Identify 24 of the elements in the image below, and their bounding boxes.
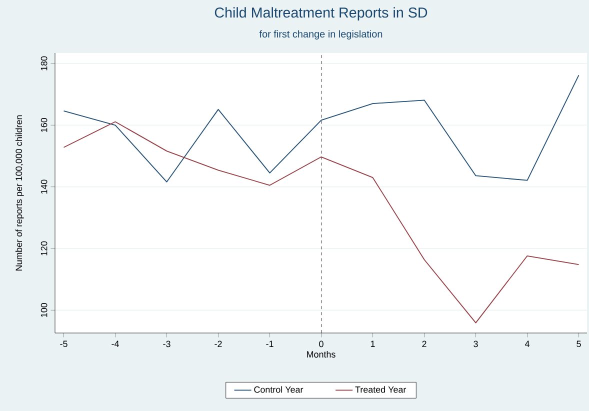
x-tick-label: 1 [370,340,375,347]
x-tick-label: 2 [422,340,426,348]
x-tick-label: -4 [112,340,119,347]
y-tick-label: 100 [40,303,48,317]
line-series [63,121,580,324]
x-tick-label: 5 [576,340,581,348]
y-tick-label: 180 [40,56,48,70]
y-tick-label: 120 [40,241,48,256]
y-tick-label: 160 [40,118,48,132]
x-tick-label: 0 [319,340,324,348]
legend-label: Treated Year [355,386,406,393]
y-axis-title: Number of reports per 100,000 children [15,115,24,271]
legend-label: Control Year [254,386,304,393]
x-tick-label: -5 [60,340,68,348]
chart-title: Child Maltreatment Reports in SD [214,7,428,21]
x-tick-label: -3 [163,340,170,348]
y-tick-label: 140 [40,180,48,194]
x-tick-label: 3 [474,340,478,348]
chart-subtitle: for first change in legislation [259,30,382,40]
x-axis-title: Months [307,350,336,358]
line-series [63,74,580,182]
x-tick-label: -1 [266,340,274,347]
x-tick-label: -2 [214,340,222,348]
x-tick-label: 4 [524,340,530,347]
